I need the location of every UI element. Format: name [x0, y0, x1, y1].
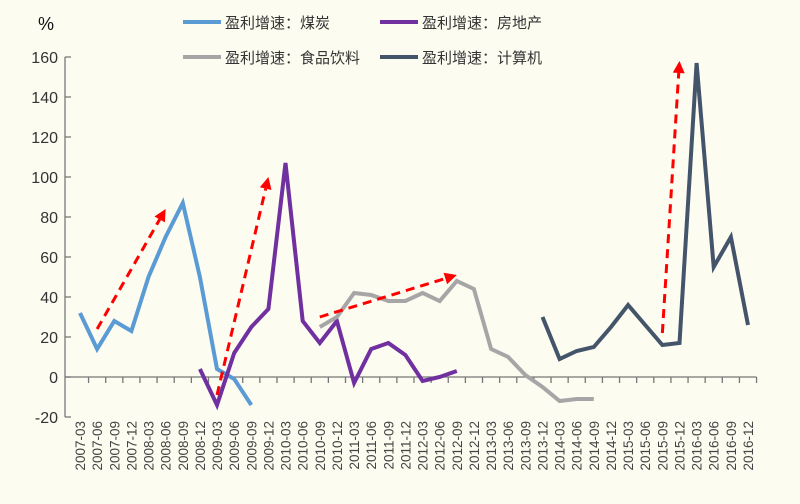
x-tick-label: 2014-12	[604, 421, 619, 471]
x-tick-label: 2014-09	[587, 421, 602, 471]
x-tick-label: 2015-12	[672, 421, 687, 471]
y-axis-label: %	[38, 14, 54, 34]
x-tick-label: 2008-06	[159, 421, 174, 471]
y-tick-label: 80	[40, 210, 58, 227]
trend-arrow-line	[95, 218, 161, 330]
x-tick-label: 2010-03	[279, 421, 294, 471]
y-tick-label: 100	[31, 170, 58, 187]
legend-label: 盈利增速：计算机	[422, 49, 542, 67]
x-tick-label: 2016-12	[741, 421, 756, 471]
trend-arrow-head	[443, 272, 457, 285]
x-tick-label: 2010-06	[296, 421, 311, 471]
series-line	[540, 62, 750, 362]
x-tick-label: 2008-03	[142, 421, 157, 471]
x-tick-label: 2011-12	[398, 421, 413, 470]
x-tick-label: 2011-09	[381, 421, 396, 470]
y-tick-label: 140	[31, 90, 58, 107]
x-tick-label: 2013-09	[518, 421, 533, 471]
x-tick-label: 2013-03	[484, 421, 499, 471]
x-tick-label: 2012-09	[450, 421, 465, 471]
x-tick-label: 2013-12	[535, 421, 550, 471]
x-tick-label: 2007-09	[107, 421, 122, 471]
x-tick-label: 2013-06	[501, 421, 516, 471]
trend-arrow-head	[672, 61, 685, 74]
legend-label: 盈利增速：煤炭	[225, 14, 330, 32]
x-tick-label: 2009-09	[244, 421, 259, 471]
x-tick-label: 2007-12	[124, 421, 139, 471]
x-tick-label: 2009-03	[210, 421, 225, 471]
y-tick-label: 60	[40, 250, 58, 267]
y-tick-label: 40	[40, 290, 58, 307]
trend-arrow-line	[319, 277, 446, 319]
x-tick-label: 2011-03	[347, 421, 362, 470]
trend-arrow-line	[215, 188, 268, 396]
x-tick-label: 2007-03	[73, 421, 88, 471]
trend-arrow-line	[660, 72, 681, 334]
y-tick-label: 160	[31, 50, 58, 67]
trend-arrow-head	[154, 209, 166, 223]
x-tick-label: 2012-12	[467, 421, 482, 471]
x-tick-label: 2009-12	[261, 421, 276, 471]
x-tick-label: 2009-06	[227, 421, 242, 471]
x-tick-label: 2012-06	[433, 421, 448, 471]
trend-arrow-head	[259, 177, 272, 191]
x-tick-label: 2011-06	[364, 421, 379, 470]
x-tick-label: 2014-03	[553, 421, 568, 471]
x-tick-label: 2007-06	[90, 421, 105, 471]
x-tick-label: 2016-09	[724, 421, 739, 471]
x-tick-label: 2015-06	[638, 421, 653, 471]
series-group	[78, 62, 750, 411]
legend-label: 盈利增速：房地产	[422, 14, 542, 32]
y-tick-label: 120	[31, 130, 58, 147]
annotations	[95, 61, 685, 396]
x-tick-label: 2014-06	[570, 421, 585, 471]
x-tick-label: 2008-09	[176, 421, 191, 471]
y-tick-label: 20	[40, 330, 58, 347]
legend-label: 盈利增速：食品饮料	[225, 49, 360, 67]
x-tick-label: 2016-03	[690, 421, 705, 471]
x-tick-label: 2008-12	[193, 421, 208, 471]
x-tick-label: 2010-12	[330, 421, 345, 471]
x-tick-label: 2015-03	[621, 421, 636, 471]
x-tick-label: 2015-09	[655, 421, 670, 471]
x-tick-label: 2012-03	[416, 421, 431, 471]
y-tick-label: -20	[35, 410, 58, 427]
x-tick-label: 2016-06	[707, 421, 722, 471]
series-line	[198, 162, 458, 411]
y-tick-label: 0	[49, 370, 58, 387]
x-tick-label: 2010-09	[313, 421, 328, 471]
